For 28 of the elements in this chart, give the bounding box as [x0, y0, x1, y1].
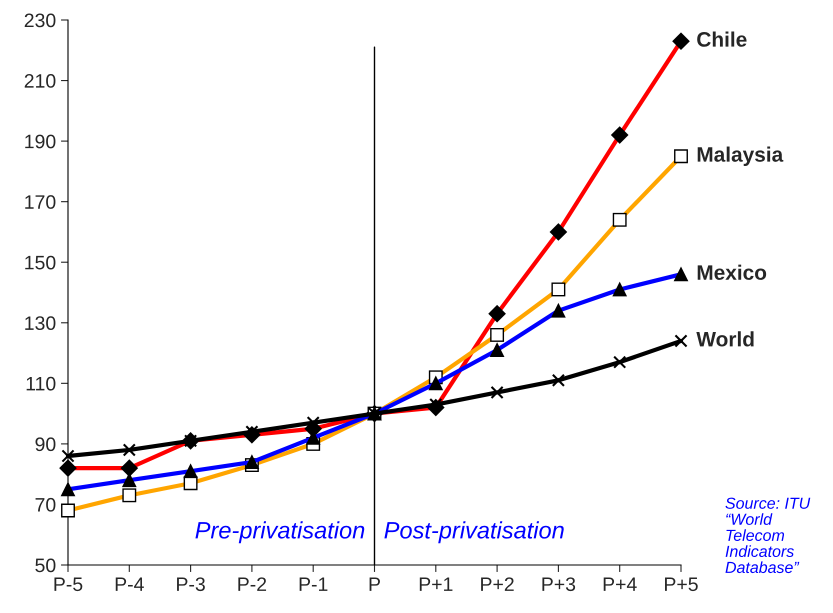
x-tick-label: P+1 [420, 578, 452, 591]
annotation: Pre-privatisation [195, 521, 364, 544]
annotation: Post-privatisation [384, 521, 564, 544]
series-label: World [696, 331, 754, 347]
x-tick-label: P-4 [116, 578, 144, 591]
series-label: Chile [697, 31, 747, 47]
series-label: Malaysia [698, 146, 784, 166]
y-tick-label: 110 [26, 376, 56, 391]
x-tick-label: P+4 [604, 578, 637, 591]
series-label: Mexico [698, 264, 766, 280]
x-tick-label: P+2 [481, 577, 514, 591]
y-tick-label: 150 [25, 256, 56, 270]
y-tick-label: 190 [25, 134, 56, 148]
x-tick-label: P+3 [542, 577, 576, 592]
y-tick-label: 210 [24, 74, 56, 88]
x-tick-label: P [370, 578, 380, 591]
x-tick-label: P-5 [54, 578, 82, 592]
x-tick-label: P-2 [238, 577, 266, 591]
y-tick-label: 130 [25, 316, 56, 330]
y-tick-label: 50 [35, 558, 56, 572]
y-tick-label: 90 [35, 437, 56, 452]
y-tick-label: 170 [25, 195, 56, 209]
x-tick-label: P-3 [177, 577, 205, 592]
x-tick-label: P-1 [300, 578, 328, 591]
x-tick-label: P+5 [665, 578, 698, 592]
source-note: Source: ITU “World Telecom Indicators Database” [725, 498, 810, 574]
y-tick-label: 70 [36, 498, 56, 512]
y-tick-label: 230 [24, 13, 56, 28]
